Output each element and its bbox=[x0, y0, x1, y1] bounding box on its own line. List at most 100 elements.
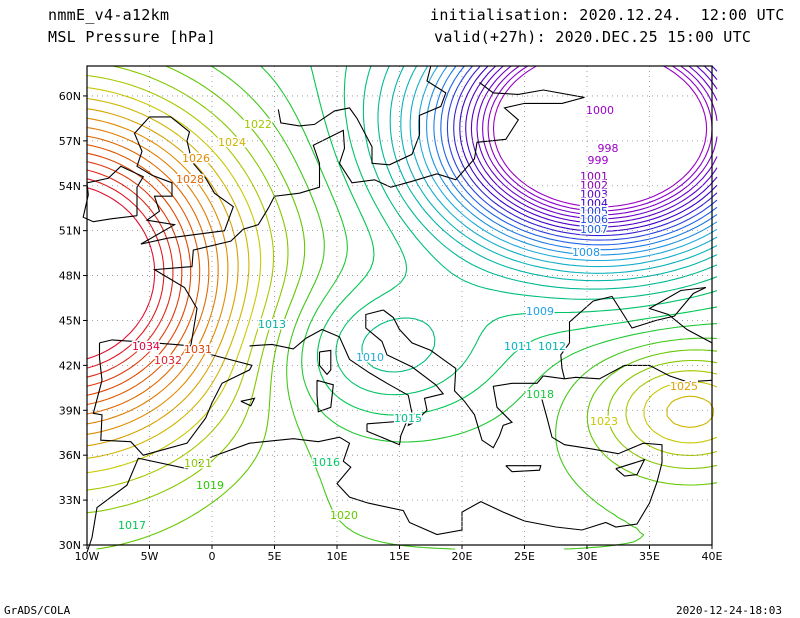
isobar-1013 bbox=[389, 65, 718, 282]
coast-uk bbox=[133, 116, 234, 245]
lat-tick-label: 33N bbox=[59, 494, 81, 507]
isobar-label: 1008 bbox=[572, 246, 600, 259]
field-name: MSL Pressure [hPa] bbox=[48, 28, 216, 46]
isobar-label: 1003 bbox=[580, 188, 608, 201]
isobar-1031 bbox=[86, 161, 183, 387]
isobar-1021 bbox=[86, 65, 718, 514]
lon-tick-label: 35E bbox=[639, 550, 660, 563]
isobar-1023 bbox=[86, 87, 718, 474]
coast-blacksea-west bbox=[560, 342, 570, 379]
isobar-label: 1000 bbox=[586, 104, 614, 117]
isobar-1008 bbox=[433, 65, 718, 251]
coast-finland bbox=[479, 82, 585, 98]
isobar-1030 bbox=[86, 152, 192, 396]
isobar-1010 bbox=[418, 65, 718, 262]
isobar-label: 1031 bbox=[184, 343, 212, 356]
coast-ireland bbox=[82, 165, 145, 223]
isobar-1016 bbox=[335, 65, 718, 396]
lat-lon-grid bbox=[87, 66, 712, 545]
lon-tick-label: 20E bbox=[452, 550, 473, 563]
coast-crete bbox=[505, 465, 542, 473]
isobar-label: 1006 bbox=[580, 213, 608, 226]
isobar-label: 1024 bbox=[218, 136, 246, 149]
coast-france bbox=[152, 228, 244, 346]
isobar-1001 bbox=[476, 65, 718, 220]
isobar-1024 bbox=[86, 97, 715, 459]
lon-tick-label: 5W bbox=[141, 550, 159, 563]
coast-blacksea-north bbox=[568, 286, 713, 344]
isobar-label: 1018 bbox=[526, 388, 554, 401]
isobar-label: 1021 bbox=[184, 457, 212, 470]
isobar-label: 1012 bbox=[538, 340, 566, 353]
isobar-label: 1016 bbox=[312, 456, 340, 469]
isobar-1005 bbox=[453, 65, 718, 237]
isobar-label: 1013 bbox=[258, 318, 286, 331]
coast-italy bbox=[305, 309, 445, 427]
lat-tick-label: 45N bbox=[59, 314, 81, 327]
isobar-label: 1023 bbox=[590, 415, 618, 428]
isobar-1003 bbox=[465, 65, 718, 228]
coast-sicily bbox=[366, 420, 408, 446]
coast-sardinia bbox=[316, 379, 334, 413]
model-name: nmmE_v4-a12km bbox=[48, 6, 170, 24]
isobar-label: 1001 bbox=[580, 170, 608, 183]
coast-turkey-south bbox=[540, 395, 663, 456]
lon-tick-label: 10E bbox=[327, 550, 348, 563]
isobar-1000 bbox=[482, 65, 718, 216]
isobar-1009 bbox=[426, 65, 718, 256]
lat-tick-label: 60N bbox=[59, 90, 81, 103]
isobar-label: 1019 bbox=[196, 479, 224, 492]
isobar-label: 1026 bbox=[182, 152, 210, 165]
lon-tick-label: 30E bbox=[577, 550, 598, 563]
isobar-label: 1025 bbox=[670, 380, 698, 393]
isobar-label: 998 bbox=[598, 142, 619, 155]
coast-turkey bbox=[543, 364, 713, 383]
init-time: initialisation: 2020.12.24. 12:00 UTC bbox=[430, 6, 785, 24]
isobar-label: 1010 bbox=[356, 351, 384, 364]
isobar-1020 bbox=[96, 65, 718, 550]
lat-tick-label: 39N bbox=[59, 404, 81, 417]
isobar-1012 bbox=[400, 65, 718, 274]
coastlines bbox=[82, 65, 713, 553]
coast-benelux-germany bbox=[243, 96, 585, 230]
coast-scandinavia bbox=[277, 65, 447, 166]
coast-balearic bbox=[240, 397, 256, 407]
lon-tick-label: 40E bbox=[702, 550, 723, 563]
isobar-label: 1011 bbox=[504, 340, 532, 353]
isobar-1026 bbox=[86, 117, 229, 435]
isobar-label: 1032 bbox=[154, 354, 182, 367]
axis-ticks: 10W 5W 0 5E 10E 15E 20E 25E 30E 35E 40E 60N 57N 54N 51… bbox=[59, 90, 723, 563]
lat-tick-label: 30N bbox=[59, 539, 81, 552]
isobar-1029 bbox=[86, 144, 201, 406]
isobar-label: 1028 bbox=[176, 173, 204, 186]
isobar-1033 bbox=[86, 178, 165, 369]
valid-time: valid(+27h): 2020.DEC.25 15:00 UTC bbox=[434, 28, 752, 46]
lon-tick-label: 10W bbox=[75, 550, 100, 563]
footer-timestamp: 2020-12-24-18:03 bbox=[676, 604, 782, 617]
isobar-label: 1007 bbox=[580, 223, 608, 236]
isobar-label: 1005 bbox=[580, 205, 608, 218]
isobar-1015 bbox=[361, 65, 718, 373]
isobar-1006 bbox=[446, 65, 718, 241]
coast-north-africa bbox=[86, 436, 663, 553]
footer-credit: GrADS/COLA bbox=[4, 604, 71, 617]
coast-cyprus bbox=[615, 458, 646, 477]
isobar-label: 999 bbox=[588, 154, 609, 167]
coast-corsica bbox=[318, 349, 332, 376]
lat-tick-label: 51N bbox=[59, 225, 81, 238]
lat-tick-label: 54N bbox=[59, 180, 81, 193]
lon-tick-label: 5E bbox=[268, 550, 282, 563]
isobar-label: 1020 bbox=[330, 509, 358, 522]
lat-tick-label: 57N bbox=[59, 135, 81, 148]
isobar-label: 1022 bbox=[244, 118, 272, 131]
isobar-label: 1004 bbox=[580, 197, 608, 210]
isobar-label: 1002 bbox=[580, 179, 608, 192]
isobar-1014 bbox=[377, 65, 718, 290]
isobar-label: 1017 bbox=[118, 519, 146, 532]
lon-tick-label: 0 bbox=[209, 550, 216, 563]
coast-adriatic-east bbox=[382, 309, 544, 449]
lat-tick-label: 42N bbox=[59, 359, 81, 372]
lat-tick-label: 36N bbox=[59, 449, 81, 462]
